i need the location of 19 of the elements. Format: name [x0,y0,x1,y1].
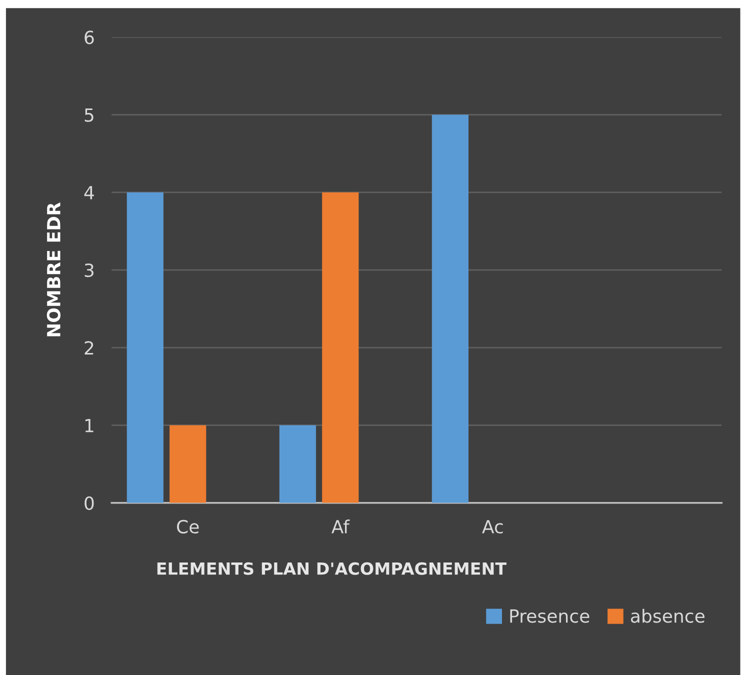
bar [432,114,468,503]
y-axis-title: NOMBRE EDR [46,202,61,336]
bar [126,192,164,503]
y-tick-label: 1 [85,418,94,432]
y-tick-label: 0 [84,496,94,510]
x-tick-label: Af [331,520,350,534]
y-tick-label: 3 [84,263,94,278]
x-tick-label: Ac [482,520,503,534]
bar [279,425,316,503]
legend-label: absence [630,608,704,623]
y-tick-label: 6 [84,30,94,44]
x-axis-title: ELEMENTS PLAN D'ACOMPAGNEMENT [157,562,506,575]
bar [170,425,206,503]
y-tick-label: 2 [84,341,94,354]
y-tick-label: 4 [84,186,94,200]
bar [322,192,359,503]
x-tick-label: Ce [177,520,199,534]
y-tick-label: 5 [84,108,94,122]
legend-label: Presence [510,609,590,623]
